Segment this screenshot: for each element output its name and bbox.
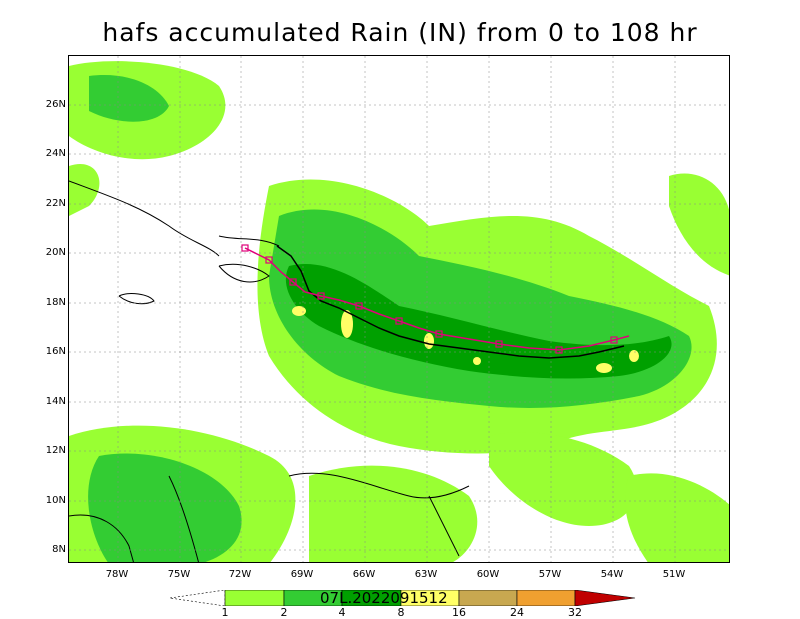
lat-label-14n: 14N: [45, 396, 66, 407]
colorbar-bin-6: [516, 589, 576, 607]
lon-label-72w: 72W: [228, 569, 252, 580]
colorbar-label-2: 2: [280, 606, 288, 619]
colorbar-low-arrow: [169, 589, 226, 607]
lon-label-66w: 66W: [352, 569, 376, 580]
lat-label-20n: 20N: [45, 247, 66, 258]
lat-label-8n: 8N: [52, 544, 66, 555]
lon-label-60w: 60W: [476, 569, 500, 580]
storm-id-label: 07L.2022091512: [320, 589, 448, 607]
lon-label-75w: 75W: [167, 569, 191, 580]
colorbar-label-32: 32: [568, 606, 582, 619]
lat-label-16n: 16N: [45, 346, 66, 357]
colorbar-label-24: 24: [510, 606, 524, 619]
colorbar-svg: [169, 589, 636, 607]
rain-map: [68, 55, 730, 563]
colorbar-label-16: 16: [452, 606, 466, 619]
lat-label-22n: 22N: [45, 198, 66, 209]
colorbar-bin-5: [458, 589, 518, 607]
chart-title: hafs accumulated Rain (IN) from 0 to 108…: [102, 18, 698, 47]
lat-label-12n: 12N: [45, 445, 66, 456]
lon-label-57w: 57W: [538, 569, 562, 580]
gridlines: [69, 56, 729, 562]
lat-label-10n: 10N: [45, 495, 66, 506]
rain-heavy-fields: [285, 264, 672, 379]
forecast-track: [276, 245, 625, 359]
lat-label-26n: 26N: [45, 99, 66, 110]
rain-map-canvas: [69, 56, 729, 562]
colorbar-bin-1: [224, 589, 285, 607]
observed-track-markers: [241, 244, 618, 354]
lon-label-63w: 63W: [414, 569, 438, 580]
lon-label-51w: 51W: [662, 569, 686, 580]
colorbar-label-8: 8: [397, 606, 405, 619]
coastlines: [69, 180, 470, 562]
colorbar-label-1: 1: [221, 606, 229, 619]
lon-label-54w: 54W: [600, 569, 624, 580]
colorbar: [169, 589, 640, 607]
lat-label-24n: 24N: [45, 148, 66, 159]
colorbar-label-4: 4: [338, 606, 346, 619]
colorbar-high-arrow: [574, 589, 636, 607]
lon-label-78w: 78W: [105, 569, 129, 580]
lon-label-69w: 69W: [290, 569, 314, 580]
lat-label-18n: 18N: [45, 297, 66, 308]
observed-track: [244, 247, 630, 351]
